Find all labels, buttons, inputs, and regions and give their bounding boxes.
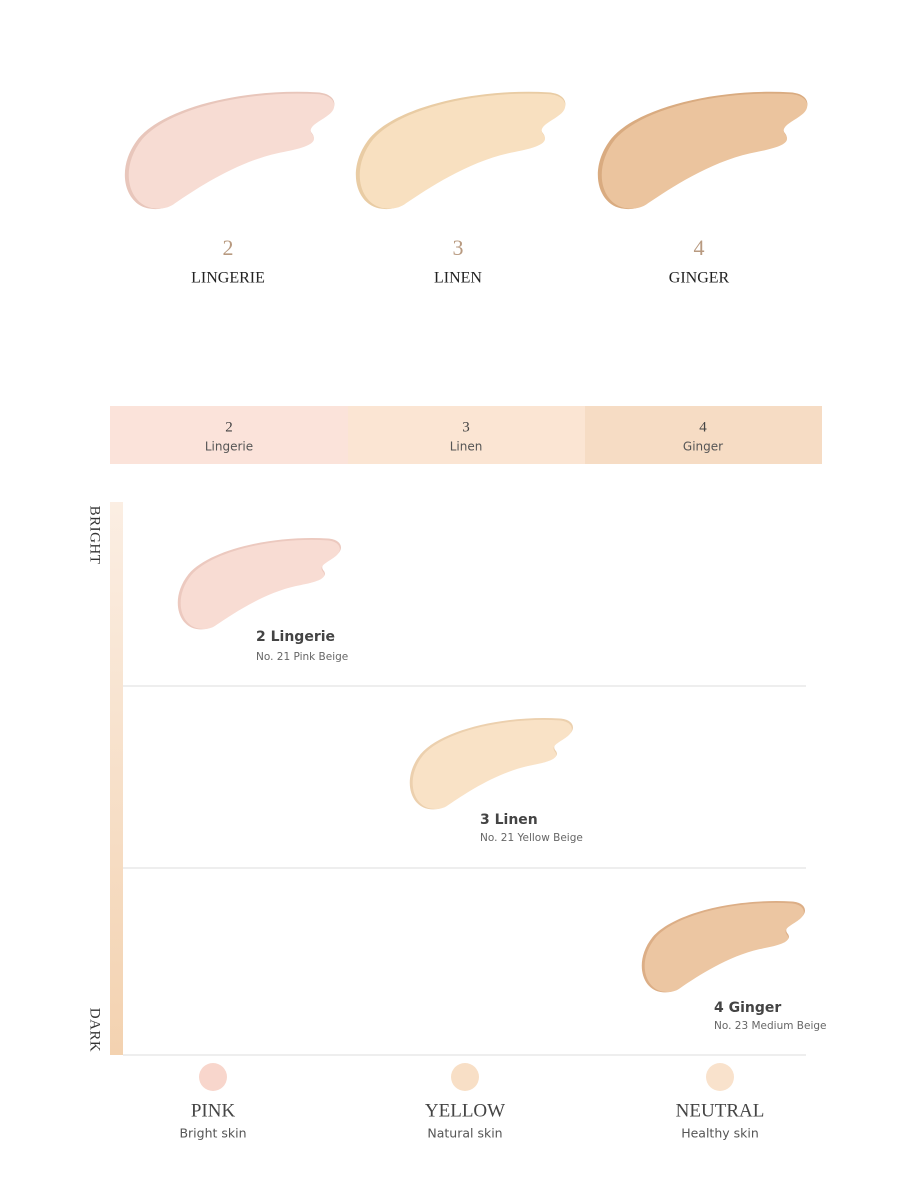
- placement-subtitle: No. 21 Pink Beige: [256, 651, 348, 663]
- shade-number: 2: [223, 235, 234, 260]
- shade-number: 4: [694, 235, 705, 260]
- undertone-name: YELLOW: [425, 1100, 505, 1121]
- undertone-name: PINK: [191, 1100, 236, 1121]
- shade-name: GINGER: [669, 270, 730, 287]
- undertone-name: NEUTRAL: [676, 1100, 765, 1121]
- swatch-row: 2 LINGERIE 3 LINEN 4 GINGER: [124, 91, 808, 287]
- bar-name: Linen: [450, 440, 483, 454]
- shade-bar: 2 Lingerie 3 Linen 4 Ginger: [110, 406, 822, 464]
- placement-title: 4 Ginger: [714, 1000, 781, 1016]
- placement-subtitle: No. 21 Yellow Beige: [480, 832, 583, 844]
- undertone-dot: [706, 1063, 734, 1091]
- axis-top: BRIGHT: [87, 506, 103, 565]
- shade-name: LINEN: [434, 270, 482, 287]
- placement-title: 2 Lingerie: [256, 629, 335, 645]
- bar-name: Ginger: [683, 440, 723, 454]
- shade-cell: [110, 406, 348, 464]
- placement-title: 3 Linen: [480, 812, 538, 828]
- swatch: [412, 719, 572, 810]
- shade-name: LINGERIE: [191, 270, 265, 287]
- placement-subtitle: No. 23 Medium Beige: [714, 1020, 827, 1032]
- swatch: [180, 539, 340, 630]
- undertones: PINK Bright skin YELLOW Natural skin NEU…: [179, 1063, 764, 1141]
- shade-cell: [348, 406, 585, 464]
- swatch: [644, 902, 804, 993]
- undertone-dot: [451, 1063, 479, 1091]
- bar-name: Lingerie: [205, 440, 253, 454]
- bar-number: 3: [462, 419, 470, 435]
- shade-cell: [585, 406, 822, 464]
- undertone-description: Natural skin: [427, 1126, 502, 1141]
- undertone-description: Bright skin: [179, 1126, 246, 1141]
- swatch: [128, 93, 335, 209]
- axis-bottom: DARK: [87, 1008, 103, 1053]
- placements: 2 Lingerie No. 21 Pink Beige 3 Linen No.…: [177, 538, 827, 1032]
- undertone-description: Healthy skin: [681, 1126, 759, 1141]
- undertone-dot: [199, 1063, 227, 1091]
- bar-number: 4: [699, 419, 707, 435]
- shade-number: 3: [453, 235, 464, 260]
- swatch: [601, 93, 808, 209]
- gradient-bar: [110, 502, 123, 1055]
- bar-number: 2: [225, 419, 233, 435]
- brightness-axis: BRIGHT DARK: [87, 502, 806, 1056]
- swatch: [359, 93, 566, 209]
